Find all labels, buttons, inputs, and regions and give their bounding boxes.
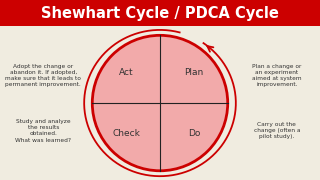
Text: Adopt the change or
abandon it. If adopted,
make sure that it leads to
permanent: Adopt the change or abandon it. If adopt… — [5, 64, 81, 87]
Bar — [0, 26, 320, 180]
Ellipse shape — [92, 35, 228, 171]
Bar — [0, 0, 320, 26]
Text: Plan a change or
an experiment
aimed at system
improvement.: Plan a change or an experiment aimed at … — [252, 64, 302, 87]
Text: Study and analyze
the results
obtained.
What was learned?: Study and analyze the results obtained. … — [15, 119, 71, 143]
Text: Act: Act — [119, 68, 133, 77]
Text: Carry out the
change (often a
pilot study).: Carry out the change (often a pilot stud… — [253, 122, 300, 140]
Text: Plan: Plan — [184, 68, 204, 77]
Text: Check: Check — [112, 129, 140, 138]
Text: Shewhart Cycle / PDCA Cycle: Shewhart Cycle / PDCA Cycle — [41, 6, 279, 21]
Text: Do: Do — [188, 129, 200, 138]
